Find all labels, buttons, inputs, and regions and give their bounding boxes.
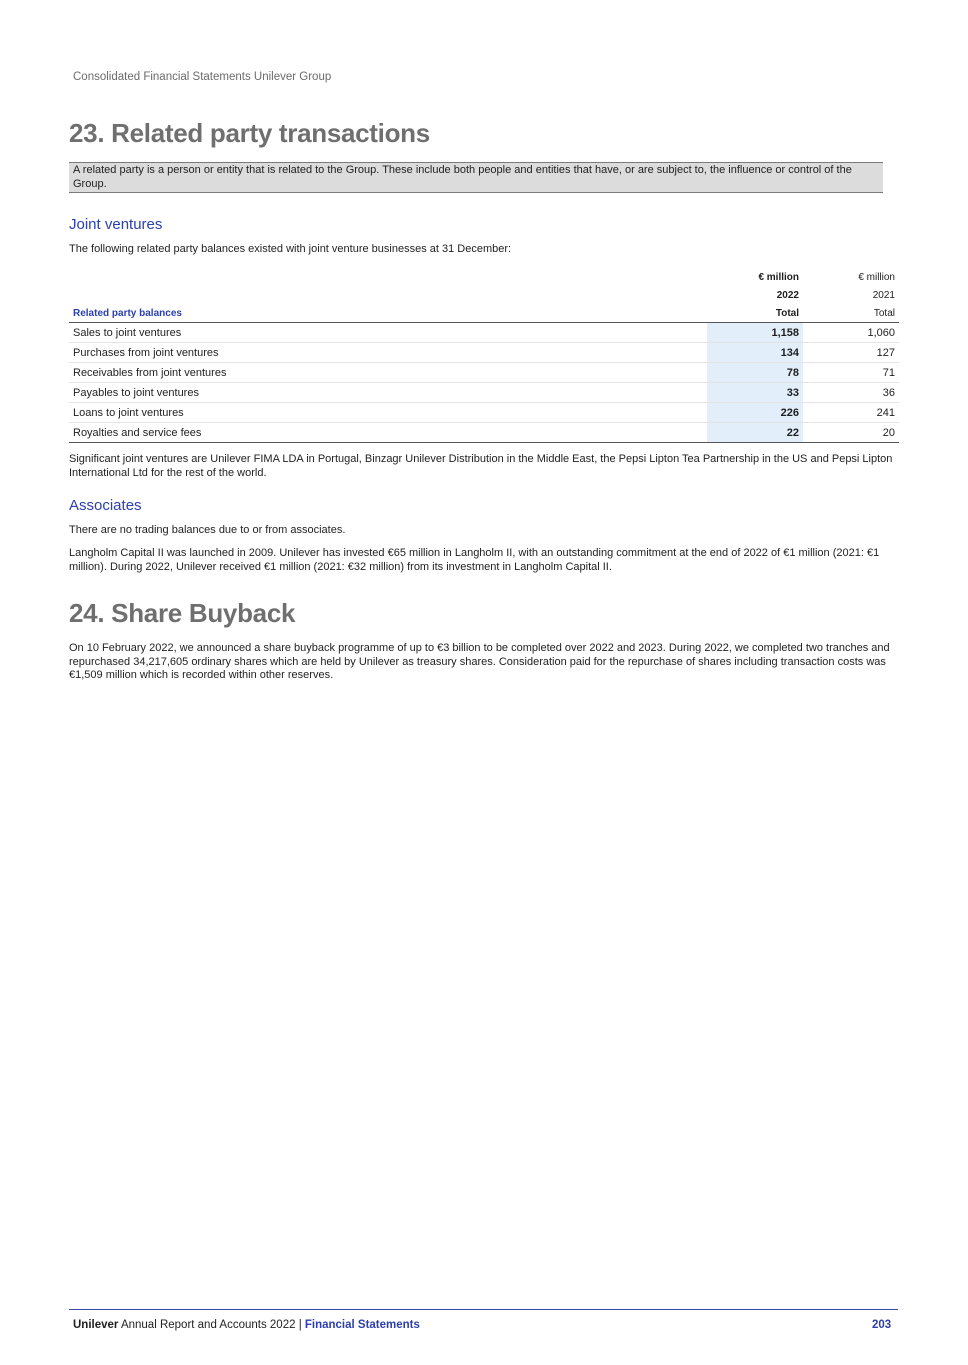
footer-report: Annual Report and Accounts 2022 |	[118, 1319, 305, 1331]
value-2021: 1,060	[803, 322, 899, 343]
section-23-intro: A related party is a person or entity th…	[69, 162, 883, 193]
value-2021: 20	[803, 422, 899, 443]
table-row: Payables to joint ventures 33 36	[69, 382, 899, 403]
value-2021: 36	[803, 382, 899, 403]
col-label-2022: Total	[707, 304, 803, 323]
joint-ventures-note: Significant joint ventures are Unilever …	[69, 453, 893, 479]
page-number: 203	[872, 1319, 892, 1331]
value-2022: 22	[707, 422, 803, 443]
value-2022: 134	[707, 342, 803, 363]
col-year-2022: 2022	[776, 289, 799, 301]
value-2021: 241	[803, 402, 899, 423]
value-2021: 71	[803, 362, 899, 383]
footer-brand: Unilever	[73, 1319, 119, 1331]
row-label: Sales to joint ventures	[69, 322, 707, 343]
joint-ventures-lead: The following related party balances exi…	[69, 243, 512, 255]
table-row: Purchases from joint ventures 134 127	[69, 342, 899, 363]
footer-divider	[69, 1309, 898, 1310]
footer: Unilever Annual Report and Accounts 2022…	[73, 1319, 420, 1331]
value-2022: 33	[707, 382, 803, 403]
row-label: Loans to joint ventures	[69, 402, 707, 423]
associates-para-2: Langholm Capital II was launched in 2009…	[69, 547, 880, 573]
value-2022: 78	[707, 362, 803, 383]
joint-ventures-heading: Joint ventures	[69, 216, 163, 233]
row-label: Purchases from joint ventures	[69, 342, 707, 363]
value-2021: 127	[803, 342, 899, 363]
col-unit-2021: € million	[858, 271, 895, 283]
col-label-2021: Total	[803, 304, 899, 323]
section-24-body: On 10 February 2022, we announced a shar…	[69, 642, 890, 681]
row-label: Royalties and service fees	[69, 422, 707, 443]
associates-para-1: There are no trading balances due to or …	[69, 524, 346, 536]
col-unit-2022: € million	[758, 271, 799, 283]
value-2022: 226	[707, 402, 803, 423]
running-header: Consolidated Financial Statements Unilev…	[73, 71, 332, 83]
row-header: Related party balances	[69, 304, 707, 323]
footer-section-link[interactable]: Financial Statements	[304, 1319, 420, 1331]
col-year-2021: 2021	[872, 289, 895, 301]
table-row: Receivables from joint ventures 78 71	[69, 362, 899, 383]
related-party-balances-table: € million € million 2022 2021 Related pa…	[69, 268, 899, 443]
table-row: Royalties and service fees 22 20	[69, 422, 899, 443]
value-2022: 1,158	[707, 322, 803, 343]
section-24-title: 24. Share Buyback	[69, 598, 296, 628]
associates-heading: Associates	[69, 497, 142, 514]
table-row: Sales to joint ventures 1,158 1,060	[69, 322, 899, 343]
row-label: Payables to joint ventures	[69, 382, 707, 403]
table-row: Loans to joint ventures 226 241	[69, 402, 899, 423]
section-23-title: 23. Related party transactions	[69, 118, 430, 148]
row-label: Receivables from joint ventures	[69, 362, 707, 383]
